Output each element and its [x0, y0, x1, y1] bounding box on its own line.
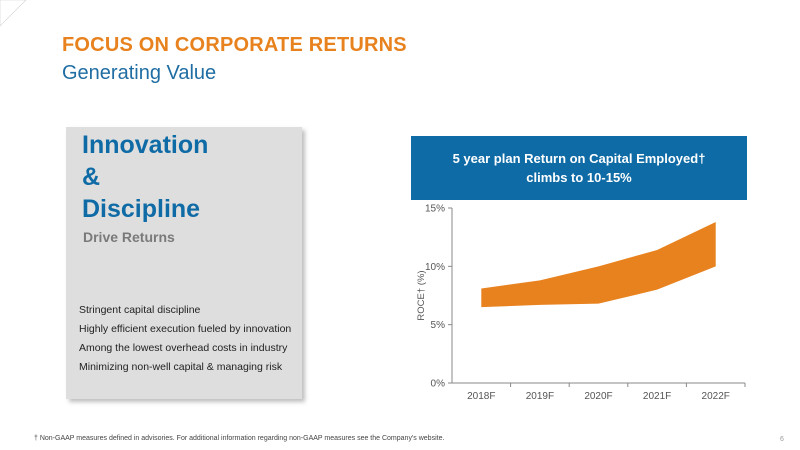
footnote: † Non-GAAP measures defined in advisorie… — [34, 435, 445, 442]
headline-line-3: Discipline — [82, 195, 201, 223]
headline: Innovation & Discipline — [82, 129, 208, 225]
bullet-item: Stringent capital discipline — [79, 304, 201, 316]
y-axis-label: ROCE† (%) — [416, 270, 427, 320]
bullet-item: Minimizing non-well capital & managing r… — [79, 361, 283, 373]
y-tick-label: 15% — [425, 204, 445, 215]
x-tick-label: 2022F — [702, 391, 730, 402]
roce-chart: 0% 5% 10% 15% ROCE† (%) 2018F 2019F 2020F 2021F 2… — [416, 204, 746, 402]
chart-title: 5 year plan Return on Capital Employed† … — [452, 151, 706, 185]
chart-title-banner: 5 year plan Return on Capital Employed† … — [411, 136, 747, 200]
roce-range-band — [481, 222, 716, 308]
x-tick-label: 2018F — [467, 391, 495, 402]
innovation-panel: Innovation & Discipline Drive Returns St… — [66, 127, 302, 399]
x-tick-label: 2020F — [584, 391, 612, 402]
headline-line-2: & — [82, 163, 101, 191]
headline-line-1: Innovation — [82, 131, 209, 159]
y-tick-label: 10% — [425, 262, 445, 273]
y-tick-label: 5% — [431, 320, 446, 331]
bullet-list: Stringent capital discipline Highly effi… — [79, 301, 291, 377]
tagline: Drive Returns — [83, 229, 175, 245]
corner-accent — [0, 0, 27, 27]
bullet-item: Among the lowest overhead costs in indus… — [79, 342, 288, 354]
x-tick-label: 2019F — [526, 391, 554, 402]
page-number: 6 — [780, 436, 784, 443]
x-tick-label: 2021F — [643, 391, 671, 402]
page-title: FOCUS ON CORPORATE RETURNS — [62, 34, 407, 56]
y-tick-label: 0% — [431, 379, 446, 390]
bullet-item: Highly efficient execution fueled by inn… — [79, 323, 292, 335]
page-subtitle: Generating Value — [62, 62, 217, 84]
